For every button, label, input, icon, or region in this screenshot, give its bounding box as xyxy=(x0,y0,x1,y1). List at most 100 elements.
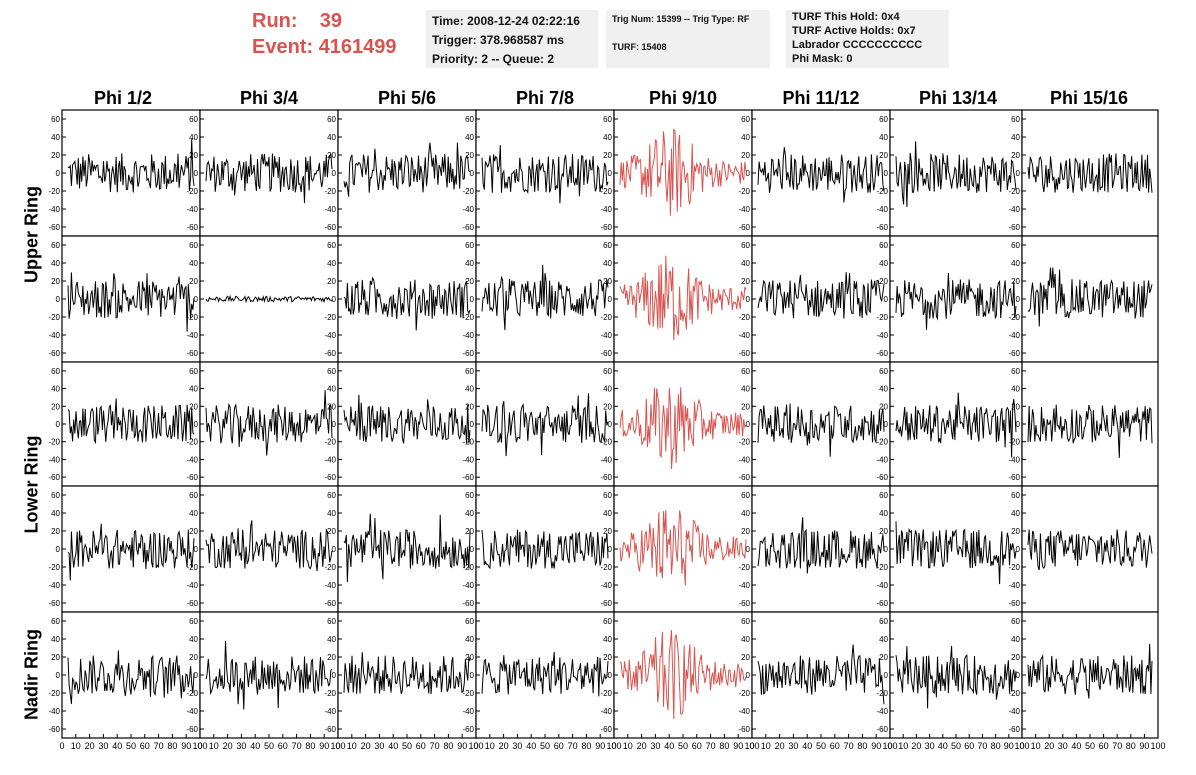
y-tick-label: 60 xyxy=(1011,491,1020,500)
y-tick-label: 60 xyxy=(465,115,474,124)
waveform-panel: 60 40 20 0 -20 -40 -60 xyxy=(738,109,891,237)
y-tick-label: 20 xyxy=(603,653,612,662)
y-tick-label: -40 xyxy=(1008,331,1020,340)
waveform-panel: 60 40 20 0 -20 -40 -60 xyxy=(600,361,753,487)
y-tick-label: 40 xyxy=(51,509,60,518)
y-tick-label: 0 xyxy=(884,671,889,680)
y-tick-label: 40 xyxy=(741,385,750,394)
panel-frame xyxy=(475,361,615,487)
y-tick-label: -60 xyxy=(462,599,474,608)
x-tick-label: 60 xyxy=(1099,741,1109,751)
y-tick-label: 60 xyxy=(465,617,474,626)
y-tick-label: 20 xyxy=(603,402,612,411)
y-tick-label: -20 xyxy=(600,438,612,447)
y-tick-label: 0 xyxy=(470,169,475,178)
y-tick-label: -40 xyxy=(48,331,60,340)
highlighted-trace xyxy=(619,387,747,470)
y-tick-label: 40 xyxy=(51,635,60,644)
y-tick-label: -40 xyxy=(462,331,474,340)
y-tick-label: -60 xyxy=(1008,599,1020,608)
run-label: Run: xyxy=(252,10,298,32)
waveform-panel: 60 40 20 0 -20 -40 -60 xyxy=(1008,109,1159,237)
y-tick-label: -40 xyxy=(600,707,612,716)
waveform-panel: 60 40 20 0 -20 -40 -60 xyxy=(324,109,477,237)
x-tick-label: 40 xyxy=(388,741,398,751)
panel-frame xyxy=(61,235,201,363)
x-tick-label: 20 xyxy=(911,741,921,751)
x-tick-label: 80 xyxy=(443,741,453,751)
y-tick-label: 40 xyxy=(741,635,750,644)
y-tick-label: -20 xyxy=(738,689,750,698)
x-tick-label: 100 xyxy=(744,741,759,751)
y-tick-label: 20 xyxy=(327,277,336,286)
y-tick-label: -20 xyxy=(324,563,336,572)
y-tick-label: 40 xyxy=(189,509,198,518)
event-line: Event: 4161499 xyxy=(252,34,397,60)
y-tick-label: -40 xyxy=(1008,455,1020,464)
x-tick-label: 30 xyxy=(374,741,384,751)
x-tick-label: 100 xyxy=(1150,741,1165,751)
x-tick-label: 90 xyxy=(457,741,467,751)
y-tick-label: 0 xyxy=(884,545,889,554)
y-tick-label: 60 xyxy=(741,241,750,250)
waveform-trace xyxy=(67,398,195,445)
x-tick-label: 80 xyxy=(581,741,591,751)
y-tick-label: 60 xyxy=(327,617,336,626)
x-tick-label: 70 xyxy=(977,741,987,751)
turf-text: TURF: 15408 xyxy=(612,42,667,52)
y-tick-label: 40 xyxy=(465,259,474,268)
x-tick-label: 0 xyxy=(611,741,616,751)
y-tick-label: 60 xyxy=(189,617,198,626)
y-tick-label: -20 xyxy=(186,187,198,196)
waveform-panel: 60 40 20 0 -20 -40 -60 xyxy=(1008,361,1159,487)
y-tick-label: 20 xyxy=(603,277,612,286)
x-tick-label: 80 xyxy=(167,741,177,751)
y-tick-label: -40 xyxy=(738,455,750,464)
y-tick-label: -60 xyxy=(876,349,888,358)
y-tick-label: 60 xyxy=(879,241,888,250)
y-tick-label: 60 xyxy=(327,491,336,500)
y-tick-label: 40 xyxy=(465,133,474,142)
y-tick-label: 0 xyxy=(56,169,61,178)
phi-header-7: Phi 13/14 xyxy=(918,88,998,108)
waveform-trace xyxy=(1027,404,1153,458)
y-tick-label: -20 xyxy=(1008,689,1020,698)
y-tick-label: 0 xyxy=(470,295,475,304)
waveform-trace xyxy=(343,513,471,583)
x-tick-label: 0 xyxy=(335,741,340,751)
y-tick-label: 0 xyxy=(332,545,337,554)
x-tick-label: 30 xyxy=(236,741,246,751)
y-tick-label: 20 xyxy=(741,277,750,286)
waveform-trace xyxy=(895,521,1017,585)
x-tick-label: 60 xyxy=(830,741,840,751)
y-tick-label: 60 xyxy=(465,491,474,500)
waveform-panel: 60 40 20 0 -20 -40 -60 xyxy=(738,361,891,487)
y-tick-label: -60 xyxy=(324,725,336,734)
y-tick-label: 0 xyxy=(608,169,613,178)
y-tick-label: -40 xyxy=(462,707,474,716)
waveform-panel: 60 40 20 0 -20 -40 -60 xyxy=(324,361,477,487)
y-tick-label: -40 xyxy=(876,581,888,590)
y-tick-label: 60 xyxy=(327,115,336,124)
y-tick-label: -20 xyxy=(600,313,612,322)
panel-frame xyxy=(613,109,753,237)
waveform-panel: 60 40 20 0 -20 -40 -60 xyxy=(186,361,339,487)
y-tick-label: -60 xyxy=(876,473,888,482)
x-tick-label: 80 xyxy=(305,741,315,751)
y-tick-label: -60 xyxy=(186,473,198,482)
x-tick-label: 100 xyxy=(882,741,897,751)
y-tick-label: 20 xyxy=(603,151,612,160)
y-tick-label: -60 xyxy=(600,223,612,232)
x-tick-label: 40 xyxy=(802,741,812,751)
y-tick-label: -40 xyxy=(48,455,60,464)
waveform-trace xyxy=(481,145,609,204)
x-tick-label: 100 xyxy=(606,741,621,751)
y-tick-label: 40 xyxy=(741,509,750,518)
x-tick-label: 10 xyxy=(761,741,771,751)
waveform-panel: 60 40 20 0 -20 -40 -60 xyxy=(1008,235,1159,363)
y-tick-label: 40 xyxy=(603,509,612,518)
waveform-trace xyxy=(895,141,1017,208)
